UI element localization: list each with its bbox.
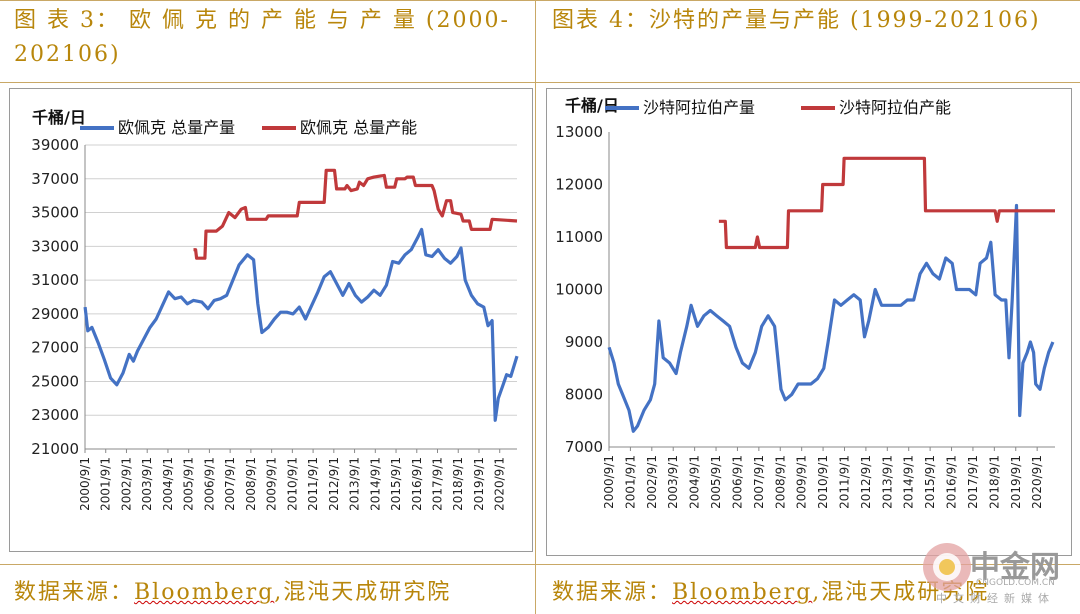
x-tick-label: 2000/9/1	[78, 457, 92, 511]
y-tick-label: 7000	[565, 438, 603, 456]
x-tick-label: 2019/9/1	[472, 457, 486, 511]
header-divider	[0, 82, 1080, 83]
y-tick-label: 23000	[31, 406, 79, 424]
x-tick-label: 2017/9/1	[431, 457, 445, 511]
source-suffix: ,混沌天成研究院	[274, 580, 452, 605]
production-series-line	[83, 227, 519, 422]
right-chart-title: 图表 4：沙特的产量与产能 (1999-202106)	[552, 8, 1041, 33]
x-tick-label: 2011/9/1	[837, 455, 851, 509]
capacity-series-line	[193, 168, 518, 260]
saudi-chart: 7000 8000 9000 10000 11000 12000 13000 2000/9/1…	[555, 96, 1055, 509]
x-tick-label: 2004/9/1	[688, 455, 702, 509]
watermark-subtitle: 中文财经新媒体	[936, 592, 1055, 605]
y-tick-label: 10000	[555, 281, 603, 299]
y-tick-label: 8000	[565, 386, 603, 404]
legend-label: 欧佩克 总量产量	[118, 118, 235, 137]
source-brand: Bloomberg	[134, 580, 275, 605]
y-tick-label: 27000	[31, 339, 79, 357]
x-tick-label: 2004/9/1	[161, 457, 175, 511]
x-tick-label: 2000/9/1	[602, 455, 616, 509]
x-tick-label: 2020/9/1	[1030, 455, 1044, 509]
x-tick-label: 2014/9/1	[368, 457, 382, 511]
x-tick-label: 2014/9/1	[902, 455, 916, 509]
x-tick-label: 2008/9/1	[244, 457, 258, 511]
x-tick-label: 2006/9/1	[202, 457, 216, 511]
x-tick-label: 2008/9/1	[773, 455, 787, 509]
x-tick-label: 2010/9/1	[816, 455, 830, 509]
x-tick-label: 2017/9/1	[966, 455, 980, 509]
x-tick-label: 2020/9/1	[493, 457, 507, 511]
x-tick-label: 2010/9/1	[285, 457, 299, 511]
source-prefix: 数据来源：	[14, 580, 135, 605]
legend-label: 沙特阿拉伯产能	[839, 98, 951, 117]
y-tick-label: 13000	[555, 123, 603, 141]
opec-chart: 21000 23000 25000 27000 29000 31000 33000 35000…	[31, 108, 519, 511]
y-tick-label: 37000	[31, 170, 79, 188]
x-tick-label: 2018/9/1	[451, 457, 465, 511]
x-tick-label: 2005/9/1	[182, 457, 196, 511]
top-rule	[0, 0, 1080, 1]
y-tick-label: 35000	[31, 204, 79, 222]
production-series-line	[607, 203, 1055, 433]
y-tick-label: 39000	[31, 136, 79, 154]
opec-chart-frame: 21000 23000 25000 27000 29000 31000 33000 35000…	[9, 88, 533, 552]
saudi-chart-frame: 7000 8000 9000 10000 11000 12000 13000 2000/9/1…	[546, 88, 1072, 556]
x-tick-label: 2003/9/1	[666, 455, 680, 509]
cngold-logo-icon	[923, 543, 971, 591]
x-tick-label: 2011/9/1	[306, 457, 320, 511]
legend-label: 沙特阿拉伯产量	[643, 98, 755, 117]
x-tick-label: 2012/9/1	[859, 455, 873, 509]
x-tick-label: 2005/9/1	[709, 455, 723, 509]
y-tick-label: 11000	[555, 228, 603, 246]
x-tick-label: 2009/9/1	[795, 455, 809, 509]
left-source-note: 数据来源：Bloomberg,混沌天成研究院	[14, 574, 451, 606]
y-tick-label: 31000	[31, 271, 79, 289]
x-tick-label: 2006/9/1	[730, 455, 744, 509]
center-divider	[535, 0, 536, 614]
x-tick-label: 2012/9/1	[327, 457, 341, 511]
x-tick-label: 2003/9/1	[140, 457, 154, 511]
y-axis-label: 千桶/日	[32, 108, 86, 127]
x-tick-label: 2001/9/1	[99, 457, 113, 511]
x-tick-label: 2009/9/1	[265, 457, 279, 511]
watermark-url: CNGOLD.COM.CN	[976, 578, 1055, 588]
x-tick-label: 2016/9/1	[945, 455, 959, 509]
watermark-name: 中金网	[970, 550, 1060, 585]
x-tick-label: 2013/9/1	[348, 457, 362, 511]
x-tick-label: 2002/9/1	[119, 457, 133, 511]
y-tick-label: 29000	[31, 305, 79, 323]
x-tick-label: 2018/9/1	[987, 455, 1001, 509]
legend-label: 欧佩克 总量产能	[300, 118, 417, 137]
footer-divider	[0, 564, 1080, 565]
x-tick-label: 2007/9/1	[752, 455, 766, 509]
x-tick-label: 2007/9/1	[223, 457, 237, 511]
y-tick-label: 25000	[31, 372, 79, 390]
y-tick-label: 21000	[31, 440, 79, 458]
source-brand: Bloomberg	[672, 580, 813, 605]
watermark: 中金网 CNGOLD.COM.CN 中文财经新媒体	[920, 540, 1080, 610]
x-tick-label: 2002/9/1	[645, 455, 659, 509]
capacity-series-line	[718, 156, 1055, 250]
x-tick-label: 2015/9/1	[923, 455, 937, 509]
source-prefix: 数据来源：	[552, 580, 673, 605]
y-axis-label: 千桶/日	[565, 96, 619, 115]
y-tick-label: 9000	[565, 333, 603, 351]
left-chart-title: 图 表 3： 欧 佩 克 的 产 能 与 产 量 (2000-202106)	[14, 8, 510, 67]
y-tick-label: 33000	[31, 237, 79, 255]
x-tick-label: 2001/9/1	[623, 455, 637, 509]
y-tick-label: 12000	[555, 176, 603, 194]
x-tick-label: 2013/9/1	[880, 455, 894, 509]
x-tick-label: 2019/9/1	[1009, 455, 1023, 509]
x-tick-label: 2016/9/1	[410, 457, 424, 511]
x-tick-label: 2015/9/1	[389, 457, 403, 511]
